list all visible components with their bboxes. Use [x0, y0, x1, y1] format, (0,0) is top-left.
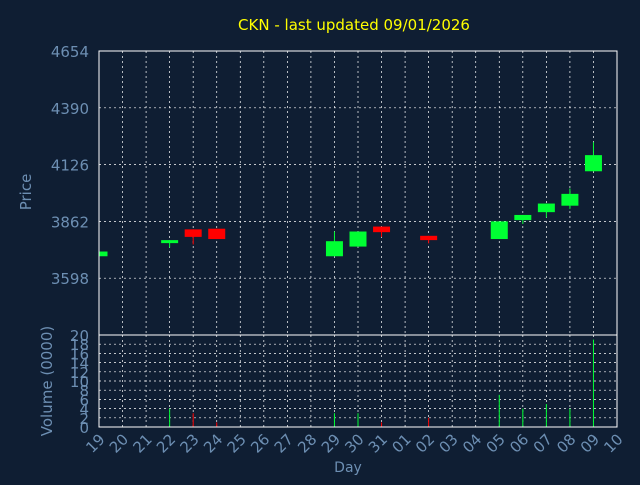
candle-body	[490, 221, 508, 240]
candle-body	[373, 226, 391, 233]
day-tick-label: 25	[224, 430, 250, 456]
day-tick-label: 08	[553, 430, 579, 456]
volume-tick-label: 4	[79, 401, 89, 419]
candle-body	[208, 228, 226, 240]
volume-tick-label: 10	[70, 373, 89, 391]
day-tick-label: 23	[177, 430, 203, 456]
day-tick-label: 05	[483, 430, 509, 456]
candle-body	[561, 193, 579, 206]
chart-title: CKN - last updated 09/01/2026	[238, 16, 470, 34]
candle-body	[325, 241, 343, 257]
volume-tick-label: 18	[70, 336, 89, 354]
candle-body	[349, 231, 367, 247]
candle-body	[584, 155, 602, 172]
volume-tick-label: 8	[79, 382, 89, 400]
candle-body	[99, 251, 108, 257]
day-axis-label: Day	[334, 460, 362, 476]
volume-tick-label: 0	[79, 419, 89, 437]
price-tick-label: 3862	[51, 213, 89, 231]
day-tick-label: 28	[294, 430, 320, 456]
price-tick-label: 4654	[51, 43, 89, 61]
day-tick-label: 27	[271, 430, 297, 456]
day-tick-label: 26	[247, 430, 273, 456]
day-tick-label: 10	[600, 430, 626, 456]
day-tick-label: 29	[318, 430, 344, 456]
day-tick-label: 30	[341, 430, 367, 456]
day-tick-label: 24	[200, 430, 226, 456]
price-axis-label: Price	[17, 174, 35, 211]
volume-plot-border	[98, 334, 618, 428]
volume-axis-label: Volume (0000)	[38, 326, 56, 436]
candle-body	[420, 235, 438, 241]
volume-tick-label: 2	[79, 410, 89, 428]
candle-body	[514, 214, 532, 221]
candle-body	[161, 240, 179, 244]
day-tick-label: 06	[506, 430, 532, 456]
day-tick-label: 20	[106, 430, 132, 456]
price-panel: 3598 3862 4126 4390 4654	[51, 43, 618, 336]
day-tick-label: 04	[459, 430, 485, 456]
price-tick-label: 4390	[51, 100, 89, 118]
day-tick-label: 22	[153, 430, 179, 456]
candle-body	[184, 229, 202, 237]
x-axis-tick-labels: 1920212223242526272829303101020304050607…	[82, 430, 626, 456]
volume-tick-label: 16	[70, 345, 89, 363]
day-tick-label: 31	[365, 430, 391, 456]
day-tick-label: 07	[530, 430, 556, 456]
day-tick-label: 03	[436, 430, 462, 456]
volume-tick-label: 6	[79, 391, 89, 409]
day-tick-label: 21	[129, 430, 155, 456]
candle-body	[537, 203, 555, 213]
volume-tick-label: 20	[70, 327, 89, 345]
volume-tick-label: 14	[70, 355, 89, 373]
day-tick-label: 09	[577, 430, 603, 456]
price-tick-label: 4126	[51, 157, 89, 175]
day-tick-label: 01	[388, 430, 414, 456]
volume-tick-label: 12	[70, 364, 89, 382]
price-tick-label: 3598	[51, 270, 89, 288]
day-tick-label: 02	[412, 430, 438, 456]
